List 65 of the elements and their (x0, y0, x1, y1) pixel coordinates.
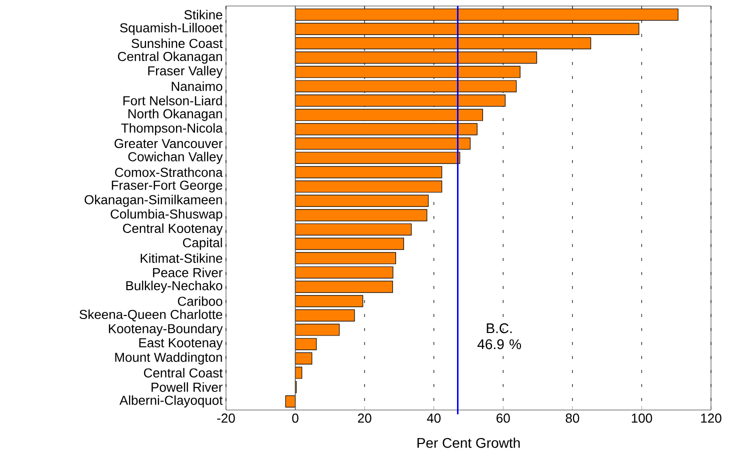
bar (294, 223, 412, 236)
bar (294, 280, 393, 293)
bar (294, 22, 640, 35)
y-tick-label: Central Coast (144, 368, 223, 378)
y-tick-label: East Kootenay (139, 338, 223, 350)
y-tick-label: Fraser-Fort George (112, 180, 222, 192)
y-tick-label: Stikine (184, 10, 222, 20)
bar (294, 8, 678, 21)
y-tick-label: Capital (182, 238, 222, 250)
bar (294, 37, 592, 50)
y-tick-label: Central Okanagan (118, 52, 222, 64)
y-tick-label: Peace River (153, 268, 223, 278)
y-tick-label: Greater Vancouver (114, 138, 223, 148)
x-tick-label: 80 (566, 414, 580, 423)
bar (294, 138, 471, 150)
y-tick-label: Skeena-Queen Charlotte (80, 310, 222, 322)
bar (294, 324, 340, 336)
y-tick-label: Cariboo (178, 296, 222, 306)
y-tick-label: Bulkley-Nechako (126, 280, 222, 293)
y-tick-label: Thompson-Nicola (121, 123, 223, 136)
y-tick-label: Kitimat-Stikine (140, 253, 222, 263)
bar (294, 352, 312, 364)
y-tick-label: Fort Nelson-Liard (123, 96, 222, 106)
bar (294, 123, 478, 136)
bar (294, 166, 442, 178)
y-tick-label: Cowichan Valley (128, 152, 223, 164)
bar (294, 152, 460, 164)
bar (294, 180, 442, 193)
bar (294, 252, 396, 264)
y-tick-label: North Okanagan (128, 108, 222, 121)
y-tick-label: Sunshine Coast (132, 38, 223, 48)
bar (294, 266, 394, 279)
bar (294, 338, 317, 350)
bar (294, 194, 429, 207)
x-tick-label: 120 (701, 414, 722, 423)
bar (294, 52, 538, 64)
y-tick-label: Mount Waddington (115, 352, 222, 364)
bar (285, 395, 296, 408)
bar (294, 209, 428, 222)
x-tick-label: 40 (426, 414, 441, 423)
x-tick-label: -20 (217, 414, 235, 423)
y-tick-label: Nanaimo (172, 81, 222, 91)
y-tick-label: Squamish-Lillooet (120, 22, 223, 35)
bar (294, 66, 520, 78)
ref-line-label: B.C. 46.9 % (477, 323, 522, 350)
x-tick-label: 60 (496, 414, 510, 423)
bar (294, 108, 484, 121)
y-tick-label: Fraser Valley (148, 66, 223, 78)
bar (294, 80, 517, 92)
y-tick-label: Okanagan-Similkameen (84, 194, 222, 207)
y-tick-label: Alberni-Clayoquot (120, 395, 223, 408)
y-tick-label: Kootenay-Boundary (108, 324, 223, 336)
bar (294, 366, 302, 379)
bar (294, 309, 355, 322)
x-tick-label: 100 (632, 414, 652, 423)
y-tick-label: Central Kootenay (123, 223, 223, 236)
bar (294, 238, 404, 250)
x-axis-title: Per Cent Growth (418, 438, 520, 448)
x-tick-label: 0 (292, 414, 298, 423)
y-tick-label: Comox-Strathcona (115, 167, 223, 177)
y-tick-label: Columbia-Shuswap (110, 209, 222, 222)
y-tick-label: Powell River (152, 382, 223, 392)
bar (294, 94, 506, 107)
bar (294, 295, 364, 308)
x-tick-label: 20 (358, 414, 372, 423)
